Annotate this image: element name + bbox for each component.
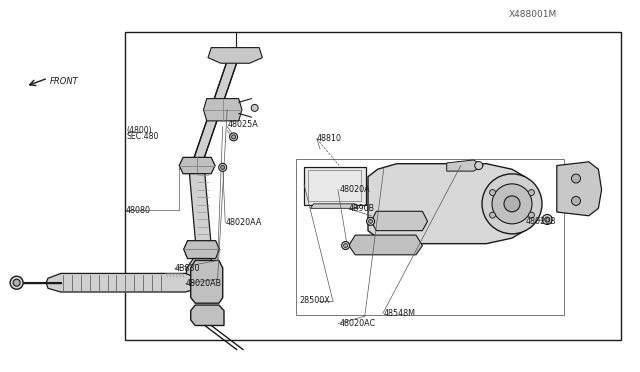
Circle shape xyxy=(545,217,550,222)
Circle shape xyxy=(10,276,23,289)
Circle shape xyxy=(492,184,532,224)
Polygon shape xyxy=(204,99,242,121)
Circle shape xyxy=(490,212,495,218)
Polygon shape xyxy=(46,273,198,292)
Circle shape xyxy=(230,133,237,141)
Text: 48810: 48810 xyxy=(317,134,342,143)
Text: 48020AC: 48020AC xyxy=(339,319,375,328)
Polygon shape xyxy=(310,204,358,208)
Polygon shape xyxy=(179,157,215,174)
Circle shape xyxy=(219,163,227,171)
Polygon shape xyxy=(193,48,242,160)
Text: 4B90B: 4B90B xyxy=(349,204,375,213)
Text: 48548M: 48548M xyxy=(384,309,416,318)
Circle shape xyxy=(572,174,580,183)
Circle shape xyxy=(252,105,258,111)
Text: (4800): (4800) xyxy=(126,126,152,135)
Polygon shape xyxy=(447,160,483,171)
Text: FRONT: FRONT xyxy=(50,77,79,86)
Circle shape xyxy=(342,241,349,250)
Circle shape xyxy=(475,161,483,170)
Circle shape xyxy=(232,135,236,139)
Polygon shape xyxy=(368,164,525,244)
Text: SEC.480: SEC.480 xyxy=(126,132,159,141)
Polygon shape xyxy=(191,305,224,326)
Bar xyxy=(296,159,564,315)
Text: 48020AA: 48020AA xyxy=(226,218,262,227)
Text: 48020A: 48020A xyxy=(339,185,370,194)
Polygon shape xyxy=(189,174,211,246)
Circle shape xyxy=(482,174,542,234)
Circle shape xyxy=(542,215,552,224)
Circle shape xyxy=(572,196,580,205)
Circle shape xyxy=(221,166,225,169)
Text: 4B830: 4B830 xyxy=(175,264,200,273)
Circle shape xyxy=(529,190,534,196)
Polygon shape xyxy=(184,241,220,259)
Circle shape xyxy=(490,190,495,196)
Text: X488001M: X488001M xyxy=(509,10,557,19)
Text: 48080: 48080 xyxy=(126,206,151,215)
Bar xyxy=(125,32,621,340)
Text: 48020B: 48020B xyxy=(526,217,557,226)
Polygon shape xyxy=(191,260,223,303)
Circle shape xyxy=(369,219,372,223)
Circle shape xyxy=(13,279,20,286)
Bar xyxy=(308,170,361,201)
Text: 48025A: 48025A xyxy=(227,121,258,129)
Polygon shape xyxy=(349,235,422,255)
Polygon shape xyxy=(186,259,212,294)
Text: 48020AB: 48020AB xyxy=(186,279,221,288)
Text: 28500X: 28500X xyxy=(300,296,330,305)
Polygon shape xyxy=(557,162,602,216)
Circle shape xyxy=(367,217,374,225)
Circle shape xyxy=(344,244,348,247)
Polygon shape xyxy=(304,167,366,205)
Polygon shape xyxy=(371,211,428,231)
Circle shape xyxy=(529,212,534,218)
Polygon shape xyxy=(208,48,262,63)
Circle shape xyxy=(504,196,520,212)
